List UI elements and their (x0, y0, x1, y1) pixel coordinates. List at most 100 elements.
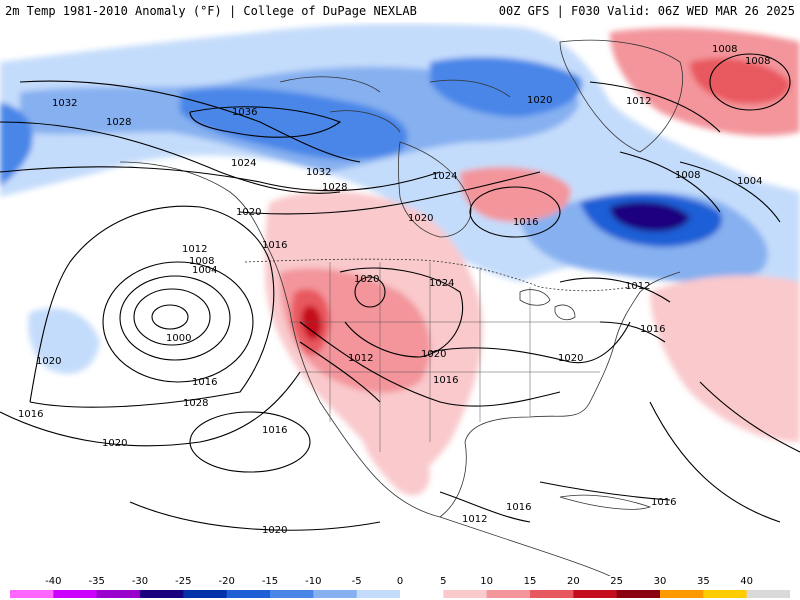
pressure-label: 1016 (506, 502, 531, 513)
colorbar-tick-label: 35 (696, 576, 710, 587)
colorbar-swatch (313, 590, 358, 598)
cold-anomaly-greenland (430, 57, 582, 117)
colorbar-tick-label: 40 (740, 576, 754, 587)
colorbar-tick-label: -10 (305, 576, 322, 587)
colorbar-tick-label: -40 (45, 576, 62, 587)
pressure-label: 1016 (192, 377, 217, 388)
isobar-1032-north (19, 80, 361, 163)
pressure-label: 1016 (262, 425, 287, 436)
isobar-1016-atlantic-ridge (649, 401, 781, 523)
pressure-label: 1020 (236, 207, 261, 218)
isobar-1012-low (102, 261, 254, 383)
colorbar-swatch (270, 590, 314, 598)
pressure-label: 1000 (166, 333, 191, 344)
low-pressure-center-1000 (151, 304, 189, 330)
pressure-labels: 1032 1028 1036 1024 1032 1028 1020 1012 … (18, 44, 770, 536)
isobar-1028-north (0, 121, 341, 194)
pressure-label: 1020 (558, 353, 583, 364)
pressure-label: 1016 (513, 217, 538, 228)
anomaly-colorbar: -40 -35 -30 -25 -20 -15 -10 -5 0 5 10 15 20 25 30 35 40 (0, 576, 800, 600)
pressure-label: 1008 (675, 170, 700, 181)
arctic-islands (279, 76, 511, 133)
map-title: 2m Temp 1981-2010 Anomaly (°F) | College… (5, 4, 417, 18)
colorbar-swatch (53, 590, 98, 598)
colorbar-swatch (356, 590, 401, 598)
map-header: 2m Temp 1981-2010 Anomaly (°F) | College… (0, 0, 800, 22)
pressure-label: 1020 (262, 525, 287, 536)
isobar-1008-low (119, 275, 231, 361)
pressure-label: 1020 (421, 349, 446, 360)
pressure-label: 1008 (189, 256, 214, 267)
isobar-1016-west (29, 205, 275, 408)
colorbar-swatch (660, 590, 704, 598)
colorbar-tick-label: -25 (175, 576, 192, 587)
us-canada-border (244, 258, 631, 292)
pressure-label: 1012 (462, 514, 487, 525)
colorbar-tick-label: -35 (88, 576, 105, 587)
pressure-label: 1020 (354, 274, 379, 285)
pressure-label: 1028 (106, 117, 131, 128)
isobar-1008-atlantic (619, 151, 721, 213)
great-lakes (519, 289, 576, 321)
colorbar-tick-label: -5 (351, 576, 362, 587)
pressure-label: 1008 (745, 56, 770, 67)
colorbar-tick-label: 30 (653, 576, 667, 587)
pressure-label: 1020 (102, 438, 127, 449)
pressure-label: 1016 (18, 409, 43, 420)
colorbar-swatch (573, 590, 618, 598)
weather-map: 1032 1028 1036 1024 1032 1028 1020 1012 … (0, 22, 800, 576)
pressure-label: 1024 (231, 158, 256, 169)
isobar-1016-southern-us (299, 321, 561, 407)
warm-anomaly-hudson-bay (460, 167, 571, 222)
warm-anomaly-california-peak (301, 305, 322, 341)
pressure-label: 1020 (36, 356, 61, 367)
colorbar-tick-label: 20 (566, 576, 580, 587)
warm-anomaly-western-atlantic (650, 275, 800, 442)
pressure-label: 1004 (192, 265, 217, 276)
isobar-1020-pacific (0, 371, 301, 447)
colorbar-swatch (10, 590, 54, 598)
isobar-1016-hudson (469, 186, 561, 238)
greenland-outline (559, 39, 683, 153)
north-america-west-coast (119, 161, 441, 518)
central-america (439, 516, 611, 576)
pressure-label: 1016 (262, 240, 287, 251)
cold-anomaly-pacific-west (0, 102, 33, 187)
isobar-1016-subtropic (129, 501, 381, 531)
colorbar-tick-label: -30 (131, 576, 149, 587)
isobar-1012-greenland (589, 81, 721, 133)
pressure-label: 1024 (429, 278, 454, 289)
isobar-1012-central-america (439, 491, 531, 523)
pressure-label: 1016 (433, 375, 458, 386)
cold-anomaly-core-nunavut (180, 87, 408, 160)
isobar-1020-rockies (354, 276, 386, 308)
temperature-anomaly-shading (0, 23, 800, 496)
colorbar-swatch (183, 590, 228, 598)
colorbar-swatch (746, 590, 790, 598)
pressure-label: 1036 (232, 107, 257, 118)
colorbar-swatch (616, 590, 661, 598)
isobar-1016-east (599, 321, 666, 343)
isobar-1020-east (429, 321, 631, 364)
colorbar-swatch (443, 590, 488, 598)
pressure-label: 1020 (527, 95, 552, 106)
colorbar-tick-labels: -40 -35 -30 -25 -20 -15 -10 -5 0 5 10 15 20 25 30 35 40 (0, 576, 800, 588)
pressure-label: 1032 (52, 98, 77, 109)
colorbar-scale (10, 590, 790, 598)
colorbar-tick-label: -20 (218, 576, 235, 587)
isobar-1024-north (0, 166, 441, 192)
isobars (0, 53, 800, 531)
isobar-1012-southwest (299, 341, 381, 403)
cold-anomaly-pacific-patch (28, 308, 100, 374)
colorbar-tick-label: 15 (523, 576, 537, 587)
colorbar-swatch (96, 590, 141, 598)
colorbar-swatch (140, 590, 184, 598)
colorbar-swatch (486, 590, 531, 598)
colorbar-tick-label: 0 (396, 576, 404, 587)
pressure-label: 1012 (348, 353, 373, 364)
geographic-boundaries (119, 39, 683, 576)
pressure-label: 1004 (737, 176, 762, 187)
pressure-label: 1024 (432, 171, 457, 182)
pressure-label: 1016 (640, 324, 665, 335)
colorbar-swatch (530, 590, 574, 598)
